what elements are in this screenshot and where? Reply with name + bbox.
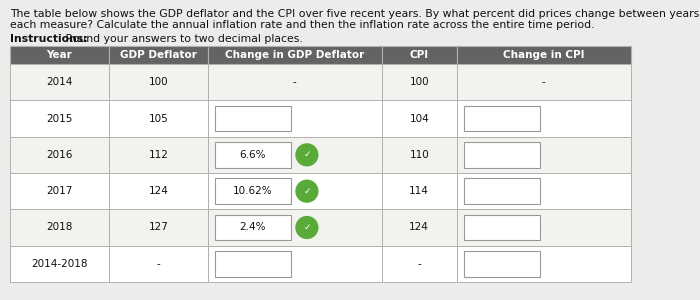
Bar [456, 137, 631, 173]
Bar [382, 246, 456, 282]
Bar [10, 137, 109, 173]
Text: 110: 110 [410, 150, 429, 160]
Text: Change in CPI: Change in CPI [503, 50, 584, 60]
Bar [109, 246, 208, 282]
Bar [382, 46, 456, 64]
Text: 2016: 2016 [46, 150, 73, 160]
Text: Round your answers to two decimal places.: Round your answers to two decimal places… [62, 34, 302, 44]
Bar [208, 209, 382, 246]
Bar [208, 173, 382, 209]
Text: 2017: 2017 [46, 186, 73, 196]
Text: -: - [293, 77, 297, 87]
Bar [382, 209, 456, 246]
Bar [456, 246, 631, 282]
Text: ✓: ✓ [303, 187, 311, 196]
Text: The table below shows the GDP deflator and the CPI over five recent years. By wh: The table below shows the GDP deflator a… [10, 9, 700, 19]
Bar [215, 215, 291, 240]
Text: ✓: ✓ [303, 150, 311, 159]
Bar [10, 100, 109, 137]
Bar [463, 178, 540, 204]
Bar [10, 173, 109, 209]
Circle shape [296, 180, 318, 202]
Bar [208, 246, 382, 282]
Bar [463, 251, 540, 277]
Text: -: - [157, 259, 160, 269]
Bar [456, 209, 631, 246]
Text: 2018: 2018 [46, 223, 73, 232]
Text: 124: 124 [148, 186, 168, 196]
Text: 114: 114 [410, 186, 429, 196]
Bar [208, 137, 382, 173]
Bar [208, 64, 382, 100]
Bar [109, 64, 208, 100]
Bar [109, 46, 208, 64]
Text: Instructions:: Instructions: [10, 34, 88, 44]
Bar [215, 178, 291, 204]
Text: each measure? Calculate the annual inflation rate and then the inflation rate ac: each measure? Calculate the annual infla… [10, 20, 594, 30]
Bar [208, 100, 382, 137]
Circle shape [296, 217, 318, 238]
Text: 124: 124 [410, 223, 429, 232]
Bar [10, 46, 109, 64]
Text: 2014-2018: 2014-2018 [32, 259, 88, 269]
Bar [463, 142, 540, 167]
Bar [215, 142, 291, 167]
Text: 100: 100 [148, 77, 168, 87]
Bar [109, 209, 208, 246]
Text: 104: 104 [410, 113, 429, 124]
Text: Year: Year [47, 50, 72, 60]
Bar [463, 106, 540, 131]
Bar [456, 173, 631, 209]
Bar [109, 173, 208, 209]
Text: 112: 112 [148, 150, 168, 160]
Bar [463, 215, 540, 240]
Text: 105: 105 [148, 113, 168, 124]
Bar [10, 64, 109, 100]
Text: 100: 100 [410, 77, 429, 87]
Bar [456, 64, 631, 100]
Text: 6.6%: 6.6% [239, 150, 266, 160]
Text: 10.62%: 10.62% [233, 186, 273, 196]
Bar [382, 100, 456, 137]
Bar [10, 209, 109, 246]
Text: GDP Deflator: GDP Deflator [120, 50, 197, 60]
Text: 2015: 2015 [46, 113, 73, 124]
Text: 127: 127 [148, 223, 168, 232]
Bar [215, 251, 291, 277]
Bar [456, 46, 631, 64]
Bar [109, 137, 208, 173]
Bar [215, 106, 291, 131]
Text: Change in GDP Deflator: Change in GDP Deflator [225, 50, 365, 60]
Bar [10, 246, 109, 282]
Bar [109, 100, 208, 137]
Text: 2014: 2014 [46, 77, 73, 87]
Bar [382, 137, 456, 173]
Text: CPI: CPI [410, 50, 429, 60]
Text: -: - [542, 77, 545, 87]
Bar [382, 64, 456, 100]
Text: ✓: ✓ [303, 223, 311, 232]
Bar [208, 46, 382, 64]
Text: -: - [417, 259, 421, 269]
Bar [382, 173, 456, 209]
Bar [456, 100, 631, 137]
Circle shape [296, 144, 318, 166]
Text: 2.4%: 2.4% [239, 223, 266, 232]
